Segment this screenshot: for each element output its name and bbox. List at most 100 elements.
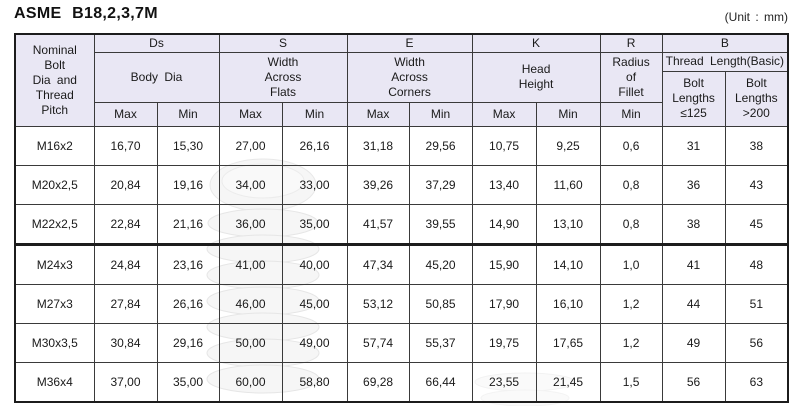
value-cell: 53,12 <box>346 283 410 324</box>
value-cell: 15,90 <box>471 242 537 285</box>
value-cell: 69,28 <box>346 361 410 402</box>
header-thread-length: Thread Length(Basic) <box>661 51 789 72</box>
value-cell: 27,84 <box>93 283 158 324</box>
nominal-size-cell: M16x2 <box>14 125 95 166</box>
value-cell: 21,16 <box>156 203 220 245</box>
value-cell: 24,84 <box>93 242 158 285</box>
nominal-size-cell: M36x4 <box>14 361 95 402</box>
table-row: M27x3 27,84 26,16 46,00 45,00 53,12 50,85 17,90… <box>14 283 789 324</box>
value-cell: 29,56 <box>408 125 473 166</box>
value-cell: 45,20 <box>408 242 473 285</box>
header-width-across-corners: Width Across Corners <box>346 51 473 103</box>
nominal-size-cell: M30x3,5 <box>14 322 95 363</box>
value-cell: 22,84 <box>93 203 158 245</box>
header-e-max: Max <box>346 101 410 127</box>
value-cell: 11,60 <box>535 164 601 205</box>
value-cell: 1,5 <box>599 361 663 402</box>
value-cell: 1,2 <box>599 322 663 363</box>
value-cell: 17,90 <box>471 283 537 324</box>
value-cell: 38 <box>724 125 789 166</box>
header-k-min: Min <box>535 101 601 127</box>
header-r-min: Min <box>599 101 663 127</box>
value-cell: 21,45 <box>535 361 601 402</box>
table-section-large-sizes: M24x3 24,84 23,16 41,00 40,00 47,34 45,20 15,90… <box>14 242 789 402</box>
table-row: M36x4 37,00 35,00 60,00 58,80 69,28 66,44 23,55… <box>14 361 789 402</box>
header-head-height: Head Height <box>471 51 601 103</box>
value-cell: 56 <box>724 322 789 363</box>
header-width-across-flats: Width Across Flats <box>218 51 348 103</box>
value-cell: 29,16 <box>156 322 220 363</box>
header-ds-max: Max <box>93 101 158 127</box>
nominal-size-cell: M24x3 <box>14 242 95 285</box>
value-cell: 23,55 <box>471 361 537 402</box>
value-cell: 13,10 <box>535 203 601 245</box>
value-cell: 9,25 <box>535 125 601 166</box>
value-cell: 35,00 <box>156 361 220 402</box>
table-section-small-sizes: M16x2 16,70 15,30 27,00 26,16 31,18 29,56 10,75… <box>14 125 789 245</box>
value-cell: 17,65 <box>535 322 601 363</box>
value-cell: 15,30 <box>156 125 220 166</box>
header-bolt-lengths-gt200: Bolt Lengths >200 <box>724 70 789 127</box>
header-row-desc: Body Dia Width Across Flats Width Across… <box>15 51 789 103</box>
value-cell: 50,85 <box>408 283 473 324</box>
value-cell: 10,75 <box>471 125 537 166</box>
value-cell: 55,37 <box>408 322 473 363</box>
header-k-max: Max <box>471 101 537 127</box>
value-cell: 16,70 <box>93 125 158 166</box>
value-cell: 49,00 <box>281 322 348 363</box>
header-code-ds: Ds <box>93 33 220 53</box>
value-cell: 20,84 <box>93 164 158 205</box>
value-cell: 50,00 <box>218 322 283 363</box>
value-cell: 16,10 <box>535 283 601 324</box>
value-cell: 39,55 <box>408 203 473 245</box>
value-cell: 47,34 <box>346 242 410 285</box>
value-cell: 31 <box>661 125 726 166</box>
value-cell: 1,2 <box>599 283 663 324</box>
header-ds-min: Min <box>156 101 220 127</box>
value-cell: 41 <box>661 242 726 285</box>
value-cell: 1,0 <box>599 242 663 285</box>
value-cell: 41,57 <box>346 203 410 245</box>
value-cell: 46,00 <box>218 283 283 324</box>
value-cell: 19,75 <box>471 322 537 363</box>
header-code-s: S <box>218 33 348 53</box>
header-s-min: Min <box>281 101 348 127</box>
value-cell: 45,00 <box>281 283 348 324</box>
value-cell: 56 <box>661 361 726 402</box>
header-row-bolt-lengths: Bolt Lengths ≤125 Bolt Lengths >200 <box>15 70 789 127</box>
value-cell: 31,18 <box>346 125 410 166</box>
spec-table: Nominal Bolt Dia and Thread Pitch Ds S E… <box>14 33 790 403</box>
value-cell: 36,00 <box>218 203 283 245</box>
header-code-b: B <box>661 33 789 53</box>
value-cell: 33,00 <box>281 164 348 205</box>
header-s-max: Max <box>218 101 283 127</box>
value-cell: 43 <box>724 164 789 205</box>
header-e-min: Min <box>408 101 473 127</box>
value-cell: 37,29 <box>408 164 473 205</box>
value-cell: 30,84 <box>93 322 158 363</box>
value-cell: 14,90 <box>471 203 537 245</box>
value-cell: 36 <box>661 164 726 205</box>
value-cell: 27,00 <box>218 125 283 166</box>
value-cell: 66,44 <box>408 361 473 402</box>
value-cell: 26,16 <box>281 125 348 166</box>
header-row-codes: Nominal Bolt Dia and Thread Pitch Ds S E… <box>14 33 789 127</box>
value-cell: 51 <box>724 283 789 324</box>
unit-label: (Unit : mm) <box>724 10 788 24</box>
nominal-size-cell: M27x3 <box>14 283 95 324</box>
nominal-size-cell: M22x2,5 <box>14 203 95 245</box>
table-row: M16x2 16,70 15,30 27,00 26,16 31,18 29,56 10,75… <box>14 125 789 166</box>
header-bolt-lengths-le125: Bolt Lengths ≤125 <box>661 70 726 127</box>
header-body-dia: Body Dia <box>93 51 220 103</box>
header-code-r: R <box>599 33 663 53</box>
table-row: M20x2,5 20,84 19,16 34,00 33,00 39,26 37,29 13,… <box>14 164 789 205</box>
value-cell: 41,00 <box>218 242 283 285</box>
value-cell: 57,74 <box>346 322 410 363</box>
value-cell: 37,00 <box>93 361 158 402</box>
value-cell: 14,10 <box>535 242 601 285</box>
value-cell: 49 <box>661 322 726 363</box>
value-cell: 39,26 <box>346 164 410 205</box>
value-cell: 0,8 <box>599 203 663 245</box>
table-row: M22x2,5 22,84 21,16 36,00 35,00 41,57 39,55 14,… <box>14 203 789 245</box>
header-nominal: Nominal Bolt Dia and Thread Pitch <box>14 33 95 127</box>
